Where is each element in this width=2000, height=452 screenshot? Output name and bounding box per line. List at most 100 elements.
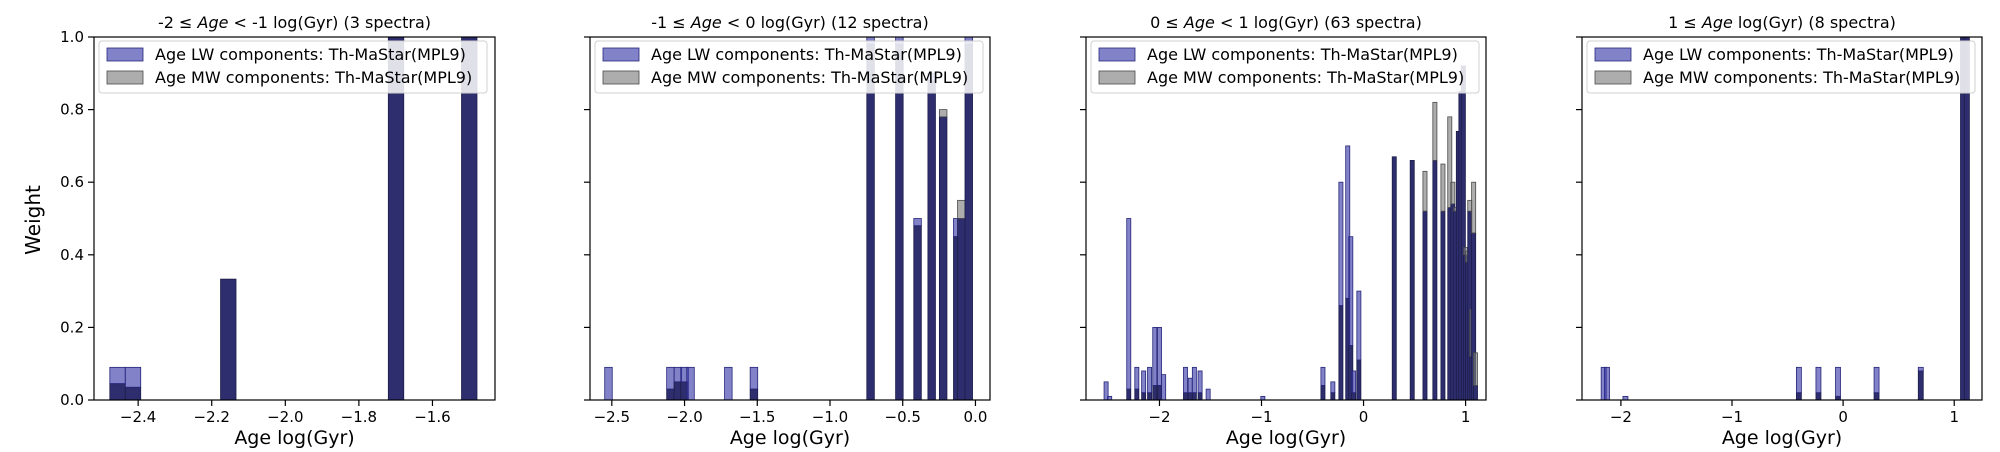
bar-mw bbox=[1450, 181, 1456, 205]
bar-overlap bbox=[938, 116, 948, 401]
bar-overlap bbox=[913, 225, 922, 401]
legend-box bbox=[1090, 40, 1480, 94]
legend-swatch-lw bbox=[1098, 47, 1136, 62]
bar-mw bbox=[1471, 181, 1477, 234]
title-prefix: 0 ≤ bbox=[1150, 13, 1184, 32]
x-tick-label: −2.4 bbox=[120, 408, 156, 426]
legend-label-lw: Age LW components: Th-MaStar(MPL9) bbox=[651, 45, 962, 64]
x-tick-label: −1.5 bbox=[739, 408, 775, 426]
x-tick-label: 0.0 bbox=[964, 408, 988, 426]
axes-frame bbox=[1085, 36, 1487, 401]
title-prefix: -2 ≤ bbox=[158, 13, 198, 32]
bar-lw bbox=[1835, 366, 1841, 397]
x-axis-label: Age log(Gyr) bbox=[1722, 427, 1842, 449]
bar-overlap bbox=[1152, 385, 1158, 401]
x-tick-label: −0.5 bbox=[885, 408, 921, 426]
bar-lw bbox=[1330, 381, 1336, 394]
bar-lw bbox=[1917, 366, 1924, 372]
title-suffix: < 0 log(Gyr) (12 spectra) bbox=[722, 13, 929, 32]
bar-lw bbox=[1187, 377, 1193, 394]
bar-overlap bbox=[1197, 392, 1203, 401]
bar-lw bbox=[1873, 366, 1880, 394]
bar-lw bbox=[1348, 236, 1354, 346]
legend-swatch-mw bbox=[1594, 70, 1632, 85]
y-axis-label: Weight bbox=[21, 185, 45, 255]
bar-lw bbox=[1815, 366, 1822, 394]
bar-overlap bbox=[1320, 385, 1326, 401]
bar-lw bbox=[1795, 366, 1802, 394]
bar-lw bbox=[666, 366, 675, 390]
bar-lw bbox=[1134, 366, 1140, 390]
bar-lw bbox=[913, 218, 922, 227]
legend-swatch-mw bbox=[602, 70, 640, 85]
x-tick-label: 0 bbox=[1838, 408, 1848, 426]
bar-lw bbox=[1191, 366, 1197, 394]
y-tick-label: 0.2 bbox=[60, 318, 84, 336]
bar-overlap bbox=[666, 388, 675, 401]
title-suffix: log(Gyr) (8 spectra) bbox=[1733, 13, 1896, 32]
subplot-4: 1 ≤ Age log(Gyr) (8 spectra) −2 −1 0 1 Age lo… bbox=[1576, 13, 1983, 449]
x-tick-label: −2.5 bbox=[594, 408, 630, 426]
x-tick-label: 1 bbox=[1461, 408, 1471, 426]
bar-overlap bbox=[1873, 392, 1880, 401]
bar-overlap bbox=[749, 388, 759, 401]
bar-lw bbox=[724, 366, 733, 401]
bar-lw bbox=[749, 366, 759, 390]
legend-label-mw: Age MW components: Th-MaStar(MPL9) bbox=[1643, 68, 1960, 87]
legend-box bbox=[98, 40, 488, 94]
subplot-title: 1 ≤ Age log(Gyr) (8 spectra) bbox=[1668, 13, 1896, 32]
bar-overlap bbox=[927, 80, 936, 401]
bar-lw bbox=[1351, 370, 1357, 394]
legend-box bbox=[1586, 40, 1976, 94]
title-age: Age bbox=[690, 13, 722, 32]
bar-overlap bbox=[220, 278, 237, 401]
x-tick-label: −1.0 bbox=[812, 408, 848, 426]
subplot-2: -1 ≤ Age < 0 log(Gyr) (12 spectra) −2.5 −2… bbox=[584, 13, 991, 449]
bar-overlap bbox=[1147, 392, 1153, 401]
bar-lw bbox=[1161, 374, 1167, 401]
bar-lw bbox=[1147, 366, 1153, 394]
bar-lw bbox=[1152, 326, 1158, 386]
bar-overlap bbox=[957, 218, 966, 401]
legend-swatch-lw bbox=[1594, 47, 1632, 62]
bar-overlap bbox=[124, 386, 142, 401]
x-axis-label: Age log(Gyr) bbox=[234, 427, 354, 449]
axes-frame bbox=[1581, 36, 1983, 401]
axes-frame bbox=[93, 36, 496, 401]
legend-label-mw: Age MW components: Th-MaStar(MPL9) bbox=[651, 68, 968, 87]
bar-overlap bbox=[1134, 388, 1140, 401]
x-tick-label: −1.6 bbox=[414, 408, 450, 426]
bar-overlap bbox=[1330, 392, 1336, 401]
y-tick-label: 0.8 bbox=[60, 101, 84, 119]
x-tick-label: −1 bbox=[1721, 408, 1743, 426]
bar-lw bbox=[1320, 366, 1326, 386]
bar-lw bbox=[604, 366, 613, 401]
bar-mw bbox=[1440, 163, 1446, 212]
legend-label-mw: Age MW components: Th-MaStar(MPL9) bbox=[155, 68, 472, 87]
x-tick-label: −2 bbox=[1148, 408, 1170, 426]
legend: Age LW components: Th-MaStar(MPL9) Age MW… bbox=[594, 40, 984, 94]
bar-mw bbox=[1422, 170, 1428, 212]
bar-overlap bbox=[895, 43, 904, 401]
bar-mw bbox=[957, 199, 966, 219]
bar-lw bbox=[1356, 290, 1362, 361]
x-tick-label: −1 bbox=[1250, 408, 1272, 426]
subplot-title: 0 ≤ Age < 1 log(Gyr) (63 spectra) bbox=[1150, 13, 1422, 32]
bar-lw bbox=[1345, 145, 1351, 299]
legend-label-lw: Age LW components: Th-MaStar(MPL9) bbox=[155, 45, 466, 64]
x-tick-label: −2 bbox=[1610, 408, 1632, 426]
y-tick-label: 1.0 bbox=[60, 28, 84, 46]
bar-overlap bbox=[1157, 385, 1162, 401]
bar-mw bbox=[1447, 116, 1453, 209]
bar-lw bbox=[1338, 181, 1344, 307]
title-age: Age bbox=[1701, 13, 1733, 32]
bar-overlap bbox=[1351, 392, 1357, 401]
x-tick-label: −2.2 bbox=[194, 408, 230, 426]
legend-swatch-mw bbox=[1098, 70, 1136, 85]
title-suffix: < 1 log(Gyr) (63 spectra) bbox=[1215, 13, 1422, 32]
legend-swatch-mw bbox=[106, 70, 144, 85]
bar-overlap bbox=[1432, 160, 1438, 401]
bar-overlap bbox=[1795, 392, 1802, 401]
bar-overlap bbox=[1356, 359, 1362, 401]
